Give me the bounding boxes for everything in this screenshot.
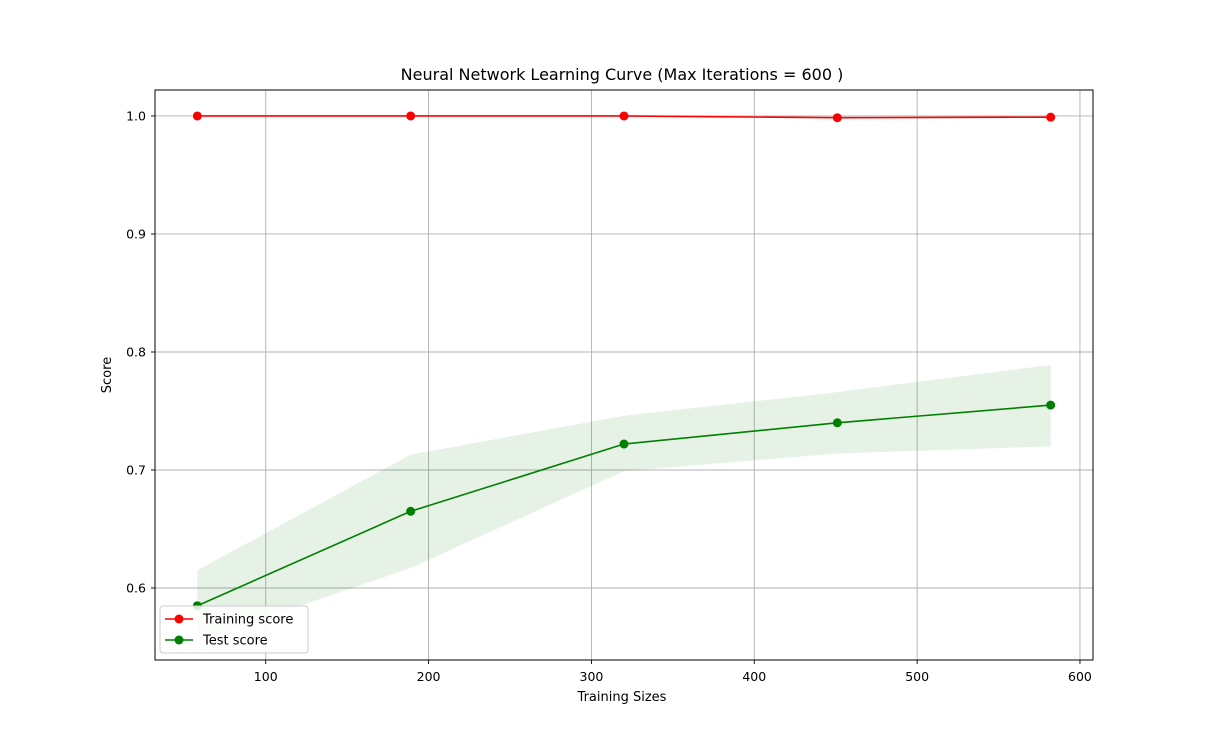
data-point-training (832, 113, 842, 123)
legend-swatch-marker-test (174, 635, 184, 645)
x-tick-label: 200 (417, 669, 441, 684)
x-tick-label: 600 (1068, 669, 1092, 684)
data-point-training (192, 111, 202, 121)
data-point-test (406, 506, 416, 516)
y-tick-label: 1.0 (126, 108, 146, 123)
confidence-bands (197, 115, 1051, 642)
y-tick-label: 0.9 (126, 226, 146, 241)
axis-ticks: 100 200 300 400 500 600 0.6 0.7 0.8 0.9 1.0 (126, 108, 1092, 684)
x-tick-label: 100 (254, 669, 278, 684)
data-point-training (619, 111, 629, 121)
y-tick-label: 0.6 (126, 581, 146, 596)
x-tick-label: 500 (905, 669, 929, 684)
chart-title: Neural Network Learning Curve (Max Itera… (401, 65, 844, 84)
y-tick-label: 0.7 (126, 463, 146, 478)
y-axis-label: Score (100, 357, 115, 393)
x-axis-label: Training Sizes (577, 690, 667, 705)
data-point-test (1046, 400, 1056, 410)
data-point-training (406, 111, 416, 121)
y-tick-label: 0.8 (126, 344, 146, 359)
data-point-training (1046, 112, 1056, 122)
band-test (197, 364, 1051, 642)
legend-label-training: Training score (202, 613, 293, 628)
legend-swatch-marker-training (174, 614, 184, 624)
legend-label-test: Test score (202, 634, 268, 649)
legend: Training score Test score (159, 605, 309, 654)
legend-box (159, 605, 309, 654)
data-point-test (832, 418, 842, 428)
plot-frame (154, 89, 1094, 661)
data-point-test (619, 439, 629, 449)
x-tick-label: 300 (580, 669, 604, 684)
x-tick-label: 400 (742, 669, 766, 684)
